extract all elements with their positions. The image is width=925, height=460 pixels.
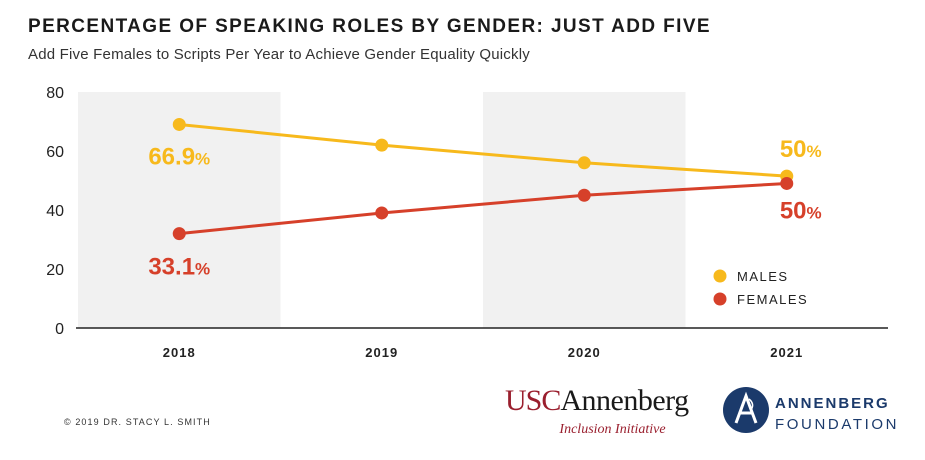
y-tick-label-80: 80	[46, 85, 64, 102]
females-2018-label: 33.1%	[148, 254, 210, 281]
males-line	[179, 122, 787, 178]
series-points	[172, 117, 794, 241]
females-line	[179, 181, 787, 236]
x-tick-label-2020: 2020	[568, 345, 601, 360]
males-point-2019	[375, 138, 389, 152]
x-tick-label-2018: 2018	[163, 345, 196, 360]
y-tick-label-20: 20	[46, 262, 64, 279]
x-axis-ticks: 2018 2019 2020 2021	[163, 345, 803, 360]
series-lines	[179, 122, 787, 236]
data-labels: 66.9% 33.1% 50% 50%	[148, 136, 821, 281]
legend-swatch-females	[713, 292, 727, 306]
males-point-2018	[172, 117, 186, 131]
copyright-footer: © 2019 DR. STACY L. SMITH	[64, 417, 211, 427]
legend-label-males: MALES	[737, 269, 789, 284]
females-point-2020	[577, 188, 591, 202]
legend-swatch-males	[713, 269, 727, 283]
x-tick-label-2019: 2019	[365, 345, 398, 360]
x-tick-label-2021: 2021	[770, 345, 803, 360]
chart-title: PERCENTAGE OF SPEAKING ROLES BY GENDER: …	[28, 16, 711, 37]
males-2021-label: 50%	[780, 136, 822, 163]
females-point-2018	[172, 227, 186, 241]
females-point-2019	[375, 206, 389, 220]
y-tick-label-40: 40	[46, 203, 64, 220]
males-2018-label: 66.9%	[148, 143, 210, 170]
chart-subtitle: Add Five Females to Scripts Per Year to …	[28, 46, 530, 63]
y-tick-label-0: 0	[55, 321, 64, 338]
females-point-2021	[780, 176, 794, 190]
females-2021-label: 50%	[780, 197, 822, 224]
males-point-2020	[577, 156, 591, 170]
y-axis-ticks: 0 20 40 60 80	[46, 85, 64, 338]
year-band-2020	[483, 92, 686, 328]
annenberg-foundation-logo: ANNENBERG FOUNDATION	[722, 386, 912, 446]
legend-label-females: FEMALES	[737, 292, 808, 307]
annenberg-foundation-emblem-icon	[723, 387, 769, 433]
usc-annenberg-logo: USCAnnenberg Inclusion Initiative	[505, 384, 689, 438]
legend: MALES FEMALES	[713, 269, 808, 307]
y-tick-label-60: 60	[46, 144, 64, 161]
